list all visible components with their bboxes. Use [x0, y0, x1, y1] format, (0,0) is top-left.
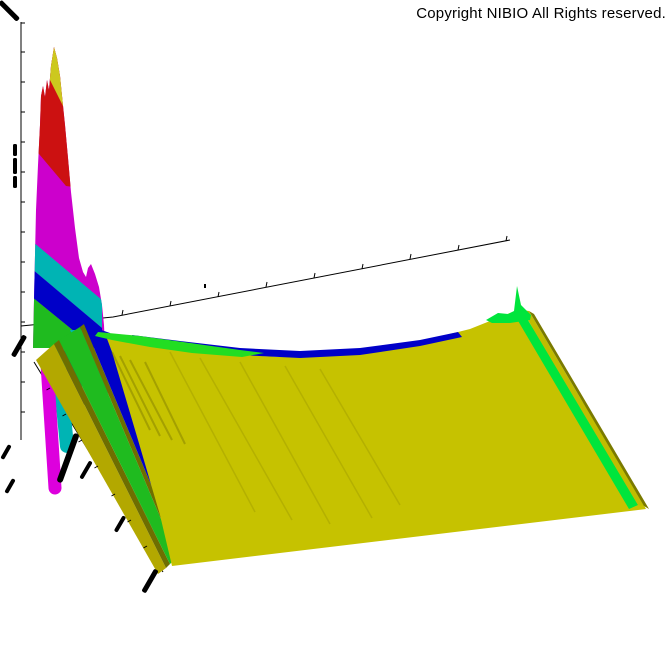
surface-streaks-faint — [169, 351, 401, 525]
corner-spike — [486, 286, 531, 323]
flank-olive-line-1 — [54, 340, 170, 568]
copyright-text: Copyright NIBIO All Rights reserved. — [416, 5, 666, 22]
right-edge-green-strip — [514, 310, 638, 509]
illegible-tick-label — [142, 569, 158, 593]
illegible-tick-label — [1, 444, 11, 460]
z-axis-ticks — [21, 22, 25, 413]
back-axis-ticks — [121, 235, 508, 316]
surface-streaks — [111, 351, 186, 445]
flank-olive-line-2 — [80, 324, 180, 557]
right-edge-dark-line — [529, 311, 649, 509]
left-flank — [36, 324, 188, 574]
peak-band-cyan — [33, 236, 102, 328]
front-axis-ticks — [46, 387, 148, 549]
surface — [106, 309, 646, 566]
surface-plateau — [106, 309, 646, 566]
illegible-tick-label — [11, 335, 27, 357]
right-edge-ridge — [486, 286, 649, 509]
illegible-tick-label — [80, 461, 92, 479]
z-axis — [20, 22, 25, 440]
hanging-strip-magenta — [40, 357, 62, 495]
flank-mustard-band — [36, 344, 166, 574]
illegible-tick-label — [5, 478, 15, 494]
z-axis-label — [13, 144, 17, 188]
illegible-tick-label — [114, 515, 126, 533]
illegible-axis-title — [57, 433, 79, 483]
top-edge-highlight — [95, 332, 462, 358]
top-edge-green-wedge — [95, 332, 264, 357]
z-axis-scale-smudge — [0, 0, 20, 21]
right-edge-yellow-strip — [522, 310, 644, 506]
axis-tick-label-smudges — [1, 335, 158, 593]
back-axis-mark — [204, 284, 206, 288]
flank-green-band — [59, 327, 177, 564]
